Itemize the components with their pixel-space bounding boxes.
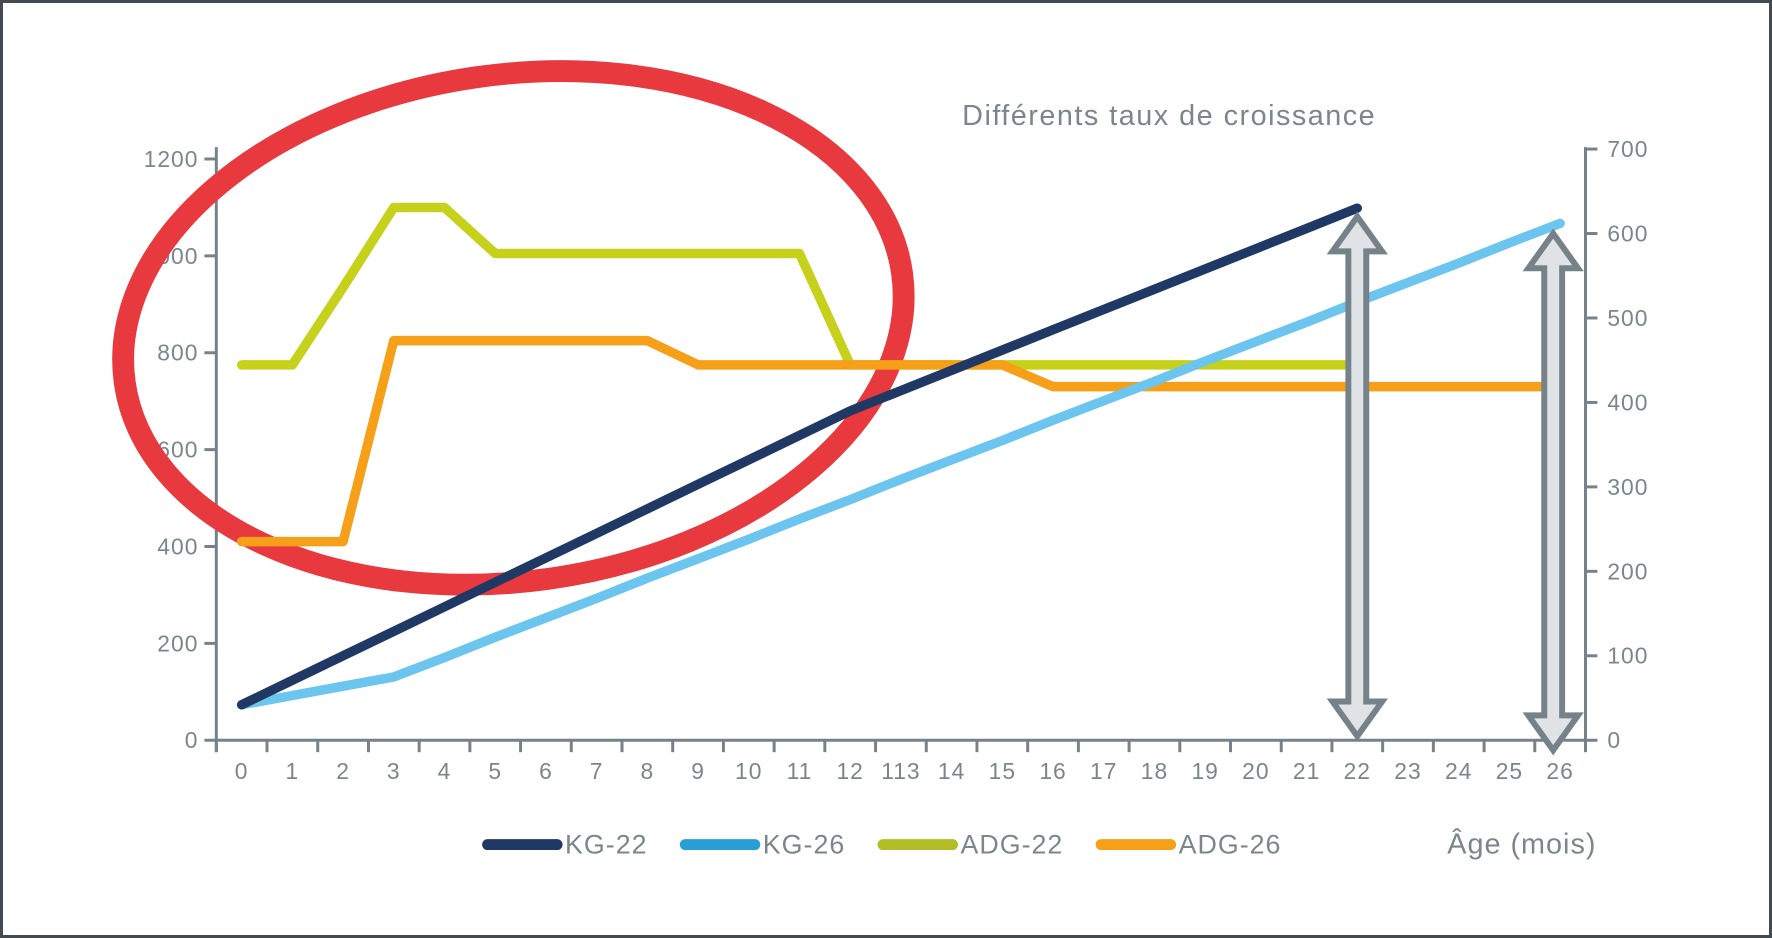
legend: KG-22 KG-26 ADG-22 ADG-26 bbox=[482, 830, 1282, 860]
x-axis-tick-label: 16 bbox=[1039, 758, 1066, 784]
x-axis-tick-label: 3 bbox=[387, 758, 401, 784]
right-axis-tick-label: 300 bbox=[1607, 474, 1648, 500]
x-axis-tick-label: 11 bbox=[787, 758, 813, 784]
right-axis-tick-label: 700 bbox=[1607, 136, 1648, 162]
chart-title: Différents taux de croissance bbox=[962, 100, 1376, 132]
right-axis-tick-label: 200 bbox=[1607, 558, 1648, 584]
x-axis-tick-label: 17 bbox=[1090, 758, 1117, 784]
line-adg-22 bbox=[236, 202, 1362, 370]
x-axis-tick-label: 19 bbox=[1191, 758, 1218, 784]
left-axis-tick-label: 1200 bbox=[144, 146, 199, 172]
x-axis-tick-label: 12 bbox=[836, 758, 863, 784]
growth-rates-line-chart: 0200400600800100012000100200300400500600… bbox=[112, 60, 1648, 861]
x-axis-tick-label: 4 bbox=[438, 758, 452, 784]
weight-span-arrow-month-22 bbox=[1326, 211, 1388, 742]
x-axis-label: Âge (mois) bbox=[1447, 828, 1596, 861]
red-ellipse-annotation bbox=[112, 60, 915, 596]
x-axis-tick-label: 14 bbox=[938, 758, 965, 784]
line-kg-22 bbox=[236, 203, 1362, 710]
series-adg-22 bbox=[236, 202, 1362, 370]
x-axis-tick-label: 0 bbox=[235, 758, 249, 784]
right-axis-tick-label: 600 bbox=[1607, 220, 1648, 246]
x-axis-tick-label: 25 bbox=[1496, 758, 1523, 784]
legend-label-adg-22: ADG-22 bbox=[961, 830, 1064, 860]
right-axis-tick-label: 100 bbox=[1607, 643, 1648, 669]
series-kg-26 bbox=[236, 218, 1565, 710]
x-axis-tick-label: 1 bbox=[286, 758, 300, 784]
x-axis-tick-label: 20 bbox=[1242, 758, 1269, 784]
weight-span-arrow-month-26 bbox=[1522, 228, 1584, 756]
left-axis-tick-label: 0 bbox=[185, 727, 199, 753]
x-axis-tick-label: 2 bbox=[336, 758, 350, 784]
x-axis-tick-label: 18 bbox=[1141, 758, 1168, 784]
x-axis-tick-label: 21 bbox=[1293, 758, 1320, 784]
series-adg-26 bbox=[236, 335, 1565, 547]
left-axis-tick-label: 400 bbox=[157, 533, 198, 559]
x-axis-tick-label: 15 bbox=[989, 758, 1016, 784]
x-axis-tick-label: 6 bbox=[539, 758, 553, 784]
x-axis-tick-label: 7 bbox=[590, 758, 604, 784]
x-axis-tick-label: 22 bbox=[1344, 758, 1371, 784]
x-axis-tick-label: 8 bbox=[640, 758, 654, 784]
legend-label-kg-26: KG-26 bbox=[763, 830, 845, 860]
line-adg-26 bbox=[236, 335, 1565, 547]
series-kg-22 bbox=[236, 203, 1362, 710]
x-axis-tick-label: 23 bbox=[1394, 758, 1421, 784]
red-highlight-ellipse bbox=[112, 60, 915, 596]
right-axis-tick-label: 500 bbox=[1607, 305, 1648, 331]
x-axis-tick-label: 9 bbox=[691, 758, 705, 784]
left-axis-tick-label: 800 bbox=[157, 340, 198, 366]
growth-arrows bbox=[1326, 211, 1584, 756]
x-axis-tick-label: 24 bbox=[1445, 758, 1472, 784]
legend-label-adg-26: ADG-26 bbox=[1179, 830, 1282, 860]
line-kg-26 bbox=[236, 218, 1565, 710]
legend-label-kg-22: KG-22 bbox=[565, 830, 647, 860]
right-axis-tick-label: 0 bbox=[1607, 727, 1621, 753]
x-axis-tick-label: 113 bbox=[881, 758, 920, 784]
x-axis-tick-label: 26 bbox=[1546, 758, 1573, 784]
left-axis-tick-label: 200 bbox=[157, 630, 198, 656]
right-axis-tick-label: 400 bbox=[1607, 389, 1648, 415]
x-axis-tick-label: 10 bbox=[735, 758, 762, 784]
x-axis-tick-label: 5 bbox=[488, 758, 502, 784]
